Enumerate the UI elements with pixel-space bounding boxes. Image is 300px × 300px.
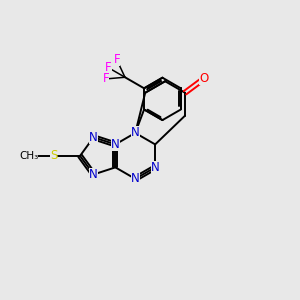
Text: N: N	[151, 161, 160, 174]
Text: F: F	[103, 72, 109, 86]
Text: F: F	[114, 53, 120, 66]
Text: S: S	[50, 149, 57, 162]
Text: N: N	[111, 138, 120, 151]
Text: N: N	[131, 126, 140, 140]
Text: O: O	[199, 72, 208, 85]
Text: N: N	[89, 168, 98, 181]
Text: N: N	[131, 172, 140, 185]
Text: CH₃: CH₃	[19, 151, 38, 161]
Text: F: F	[105, 61, 112, 74]
Text: N: N	[89, 131, 98, 144]
